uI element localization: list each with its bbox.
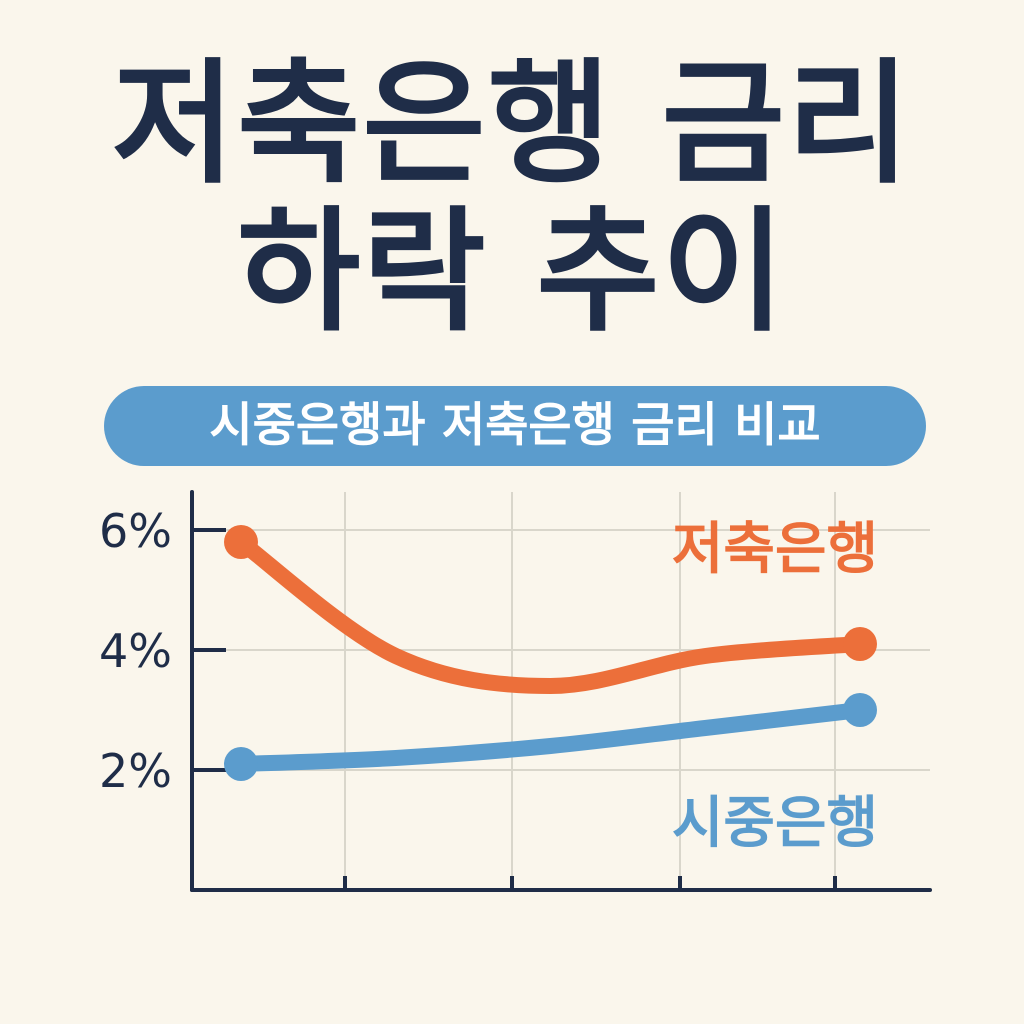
series-label-savings-bank: 저축은행 [672,517,878,582]
title-line-1: 저축은행 금리 [111,46,913,202]
data-point [224,525,258,559]
series-label-commercial-bank: 시중은행 [672,791,878,856]
y-tick-label: 6% [99,504,172,558]
data-point [843,627,877,661]
data-point [224,747,258,781]
subtitle-pill: 시중은행과 저축은행 금리 비교 [104,386,926,466]
y-tick-label: 4% [99,624,172,678]
title-line-2: 하락 추이 [237,194,787,350]
chart-title: 저축은행 금리 하락 추이 [0,50,1024,346]
data-point [843,693,877,727]
series-line-commercial-bank [233,702,868,772]
series-line-savings-bank [233,534,868,694]
y-tick-label: 2% [99,744,172,798]
